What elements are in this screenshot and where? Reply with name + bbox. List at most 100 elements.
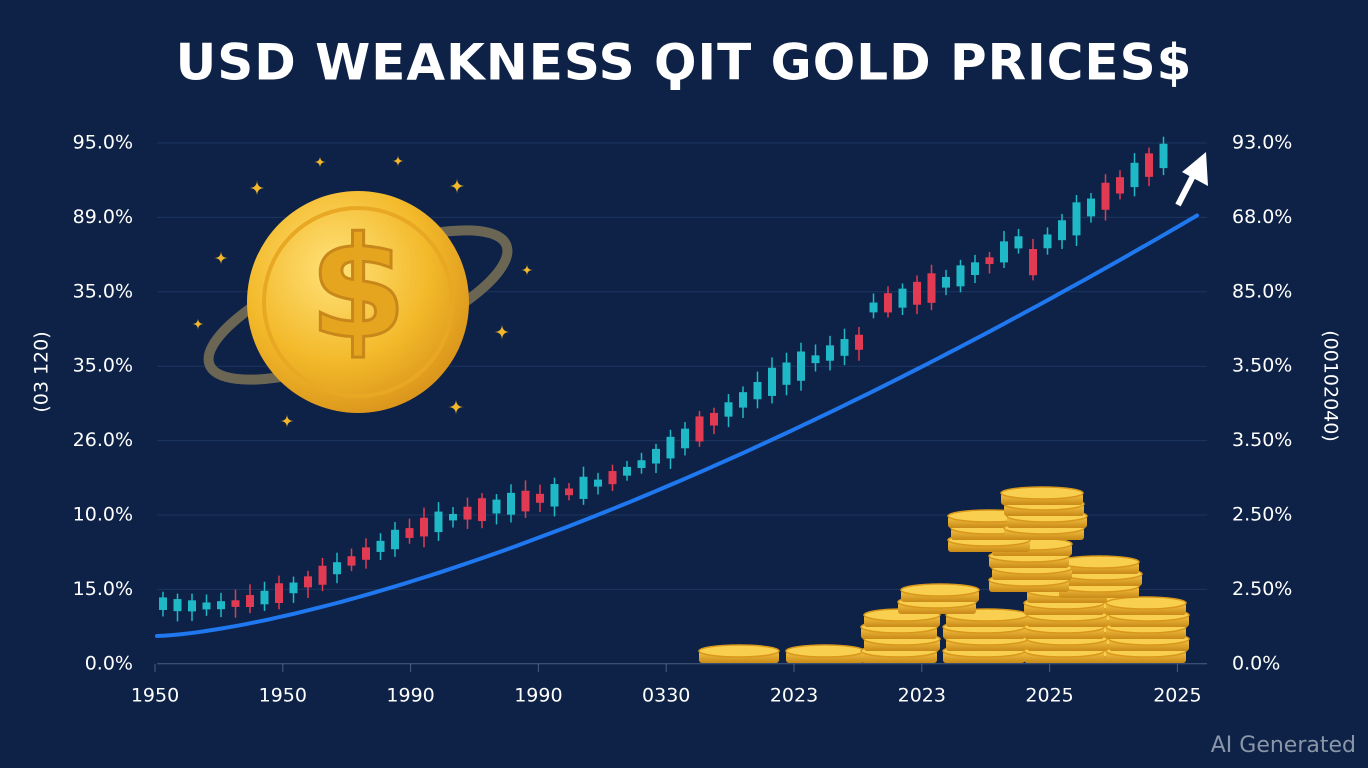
candle (579, 476, 588, 499)
candle (492, 499, 501, 514)
candle (884, 293, 892, 313)
arrow (1175, 152, 1208, 207)
left-axis-label: 0.0% (85, 652, 133, 674)
star (449, 178, 465, 194)
candle (1043, 234, 1052, 249)
candle (927, 273, 936, 303)
coin-stacks (698, 486, 1190, 663)
watermark: AI Generated (1211, 733, 1356, 758)
left-axis-label: 15.0% (73, 578, 133, 600)
x-axis-label: 1950 (131, 685, 179, 707)
right-axis-label: 2.50% (1232, 578, 1292, 600)
candle (898, 288, 907, 308)
axis-labels: 95.0% 89.0% 35.0% 35.0% 26.0% 10.0% 15.0% 0.0% 9… (73, 132, 1293, 707)
candle (304, 576, 312, 588)
candle (942, 276, 950, 288)
x-axis-label: 1990 (514, 685, 562, 707)
star (314, 156, 326, 168)
candle (565, 488, 573, 496)
coin-top (1105, 596, 1187, 610)
candle (217, 601, 225, 610)
candle (768, 367, 776, 396)
candle (1130, 162, 1139, 188)
right-axis-label: 0.0% (1232, 652, 1280, 674)
candle (623, 466, 631, 476)
left-axis-label: 26.0% (73, 429, 133, 451)
candle (347, 556, 356, 566)
candle (840, 339, 849, 356)
candle (260, 590, 269, 605)
candle (376, 540, 385, 552)
candle (956, 265, 965, 287)
left-axis-label: 35.0% (73, 355, 133, 377)
candle (710, 412, 718, 426)
candle (724, 402, 733, 417)
candle (1116, 177, 1124, 194)
candle (666, 436, 675, 459)
candle (913, 281, 921, 305)
star (392, 155, 404, 167)
coin-top (900, 583, 980, 597)
candle (782, 362, 791, 385)
candle (536, 493, 544, 503)
candle (173, 599, 182, 612)
star (249, 180, 265, 196)
candle (1159, 143, 1168, 169)
candle (797, 351, 805, 381)
candle (507, 492, 515, 515)
candle (594, 479, 602, 487)
candle (202, 602, 211, 610)
candle (695, 416, 704, 442)
star (192, 318, 204, 330)
candle (391, 529, 399, 550)
candle (681, 428, 689, 449)
right-axis-label: 93.0% (1232, 132, 1292, 154)
candle (971, 262, 979, 276)
x-axis-label: 2023 (898, 685, 946, 707)
candle (449, 513, 457, 521)
star (448, 399, 464, 415)
candle (405, 528, 414, 538)
candle (521, 490, 530, 512)
candle (420, 517, 428, 537)
x-axis-label: 2025 (1153, 685, 1201, 707)
candle (1087, 198, 1095, 217)
x-axis-label: 1950 (259, 685, 307, 707)
candle (1145, 153, 1153, 177)
candle (318, 565, 327, 585)
right-axis-label: 68.0% (1232, 206, 1292, 228)
candle (985, 257, 994, 265)
candle (1101, 182, 1110, 210)
right-axis-label: 3.50% (1232, 429, 1292, 451)
candle (478, 498, 486, 522)
left-axis-label: 95.0% (73, 132, 133, 154)
coin-top (698, 644, 780, 658)
candle (246, 595, 254, 608)
candlesticks (159, 136, 1168, 622)
star (214, 251, 228, 265)
star (280, 414, 294, 428)
candle (333, 562, 341, 575)
stars (192, 155, 533, 428)
x-axis-label: 2023 (770, 685, 818, 707)
candle (608, 471, 617, 485)
star (494, 324, 510, 340)
coin-top (1000, 486, 1084, 500)
candle (637, 460, 646, 469)
svg-text:$: $ (309, 208, 406, 371)
candle (811, 355, 820, 364)
candle (289, 582, 298, 594)
right-axis-label: 2.50% (1232, 504, 1292, 526)
candle (275, 583, 283, 603)
candle (652, 448, 660, 464)
coin-illustration: $ (203, 191, 513, 413)
coin-top (785, 644, 865, 658)
candle (1058, 220, 1066, 241)
candle (1014, 236, 1023, 249)
candle (1000, 241, 1008, 263)
x-axis-label: 1990 (386, 685, 434, 707)
right-axis-label: 3.50% (1232, 355, 1292, 377)
candle (855, 334, 863, 350)
x-axis-label: 2025 (1025, 685, 1073, 707)
